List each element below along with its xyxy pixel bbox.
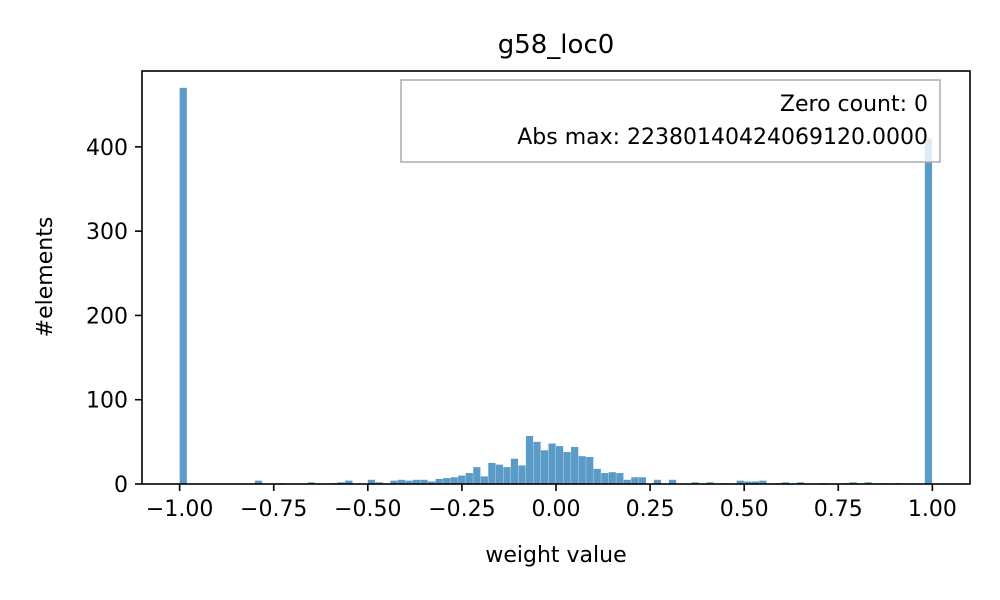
histogram-bar bbox=[759, 480, 767, 484]
histogram-bar bbox=[179, 87, 187, 484]
x-axis-label: weight value bbox=[485, 543, 626, 568]
histogram-bar bbox=[503, 467, 511, 484]
histogram-bar bbox=[254, 480, 263, 484]
histogram-bar bbox=[450, 477, 458, 484]
x-tick-label: −0.25 bbox=[428, 497, 495, 522]
histogram-bar bbox=[548, 443, 556, 484]
histogram-bar bbox=[556, 446, 564, 484]
histogram-bar bbox=[736, 480, 744, 484]
chart-title: g58_loc0 bbox=[498, 30, 615, 60]
histogram-bar bbox=[796, 482, 805, 484]
histogram-bar bbox=[473, 467, 481, 484]
x-tick-label: 0.25 bbox=[626, 497, 675, 522]
histogram-bar bbox=[623, 479, 631, 484]
histogram-bar bbox=[420, 479, 428, 484]
histogram-bar bbox=[465, 473, 473, 484]
legend-abs-max: Abs max: 22380140424069120.0000 bbox=[517, 125, 928, 150]
histogram-bar bbox=[518, 465, 526, 484]
histogram-bar bbox=[458, 475, 466, 484]
y-tick-label: 0 bbox=[114, 473, 128, 498]
y-tick-label: 400 bbox=[86, 136, 128, 161]
x-axis-ticks: −1.00 −0.75 −0.50 −0.25 0.00 0.25 0.50 0.75 1.00 bbox=[146, 484, 957, 522]
x-tick-label: −0.50 bbox=[334, 497, 401, 522]
x-tick-label: −1.00 bbox=[146, 497, 213, 522]
legend-box: Zero count: 0 Abs max: 22380140424069120… bbox=[400, 79, 941, 163]
histogram-bar bbox=[480, 476, 488, 484]
x-tick-label: 0.50 bbox=[720, 497, 769, 522]
histogram-bar bbox=[345, 480, 353, 484]
histogram-bar bbox=[412, 479, 421, 484]
histogram-bar bbox=[375, 482, 383, 484]
histogram-bar bbox=[533, 441, 541, 484]
y-axis-label: #elements bbox=[33, 217, 58, 338]
histogram-bar bbox=[601, 473, 609, 484]
y-tick-label: 300 bbox=[86, 220, 128, 245]
histogram-bar bbox=[307, 482, 315, 484]
histogram-bar bbox=[540, 450, 549, 484]
histogram-bar bbox=[631, 477, 639, 484]
histogram-bar bbox=[428, 481, 436, 484]
histogram-bar bbox=[510, 458, 519, 484]
histogram-bar bbox=[691, 482, 699, 484]
y-axis-ticks: 0 100 200 300 400 bbox=[86, 136, 142, 498]
histogram-bar bbox=[608, 472, 616, 484]
histogram-bar bbox=[495, 464, 504, 484]
histogram-bar bbox=[849, 482, 857, 484]
histogram-bar bbox=[367, 479, 376, 484]
plot-frame bbox=[141, 70, 971, 485]
histogram-bar bbox=[443, 478, 451, 484]
histogram-bar bbox=[405, 480, 413, 484]
x-tick-label: −0.75 bbox=[240, 497, 307, 522]
histogram-bar bbox=[525, 435, 534, 484]
histogram-bar bbox=[397, 479, 406, 484]
histogram-bar bbox=[593, 468, 601, 484]
legend-frame bbox=[400, 79, 941, 163]
histogram-bar bbox=[781, 482, 790, 484]
legend-zero-count: Zero count: 0 bbox=[780, 92, 928, 117]
histogram-bar bbox=[751, 481, 759, 484]
histogram-bar bbox=[571, 446, 579, 484]
y-tick-label: 200 bbox=[86, 304, 128, 329]
x-tick-label: 0.00 bbox=[532, 497, 581, 522]
histogram-bar bbox=[586, 457, 594, 484]
y-tick-label: 100 bbox=[86, 389, 128, 414]
histogram-bar bbox=[864, 482, 872, 484]
histogram-bar bbox=[638, 477, 647, 484]
histogram-bar bbox=[337, 482, 345, 484]
histogram-bar bbox=[744, 481, 752, 484]
histogram-bar bbox=[616, 473, 624, 484]
histogram-bar bbox=[488, 462, 496, 484]
histogram-bar bbox=[390, 480, 398, 484]
histogram-bar bbox=[668, 479, 677, 484]
x-tick-label: 0.75 bbox=[814, 497, 863, 522]
histogram-bar bbox=[578, 456, 586, 484]
histogram-bar bbox=[706, 482, 714, 484]
histogram-bar bbox=[653, 479, 662, 484]
histogram-bar bbox=[924, 138, 933, 484]
histogram-bar bbox=[435, 478, 443, 484]
histogram-bar bbox=[563, 451, 571, 484]
x-tick-label: 1.00 bbox=[908, 497, 957, 522]
